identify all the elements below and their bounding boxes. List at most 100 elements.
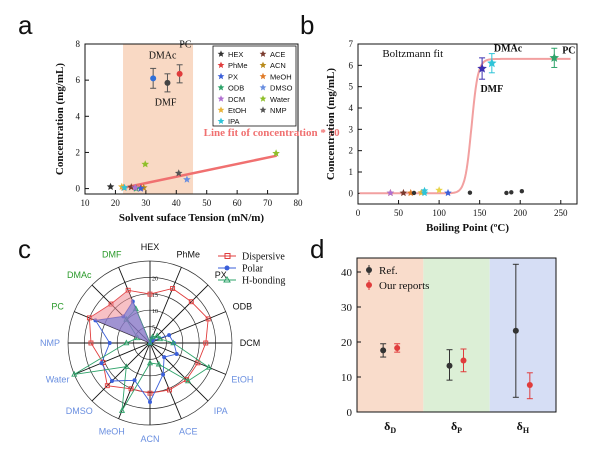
b-point-8 [435, 186, 443, 194]
a-legend-label-dcm: DCM [228, 95, 245, 104]
a-ytick-label-0: 0 [76, 184, 81, 194]
c-point-1-12 [107, 341, 112, 345]
a-legend-marker-dcm [217, 95, 225, 102]
a-legend-marker-water [259, 95, 267, 102]
c-axis-label-dmf: DMF [102, 249, 122, 259]
b-ytick-label-2: 2 [349, 146, 354, 156]
a-point-0 [106, 182, 115, 190]
b-point-10 [467, 190, 473, 195]
b-annotation-dmac: DMAc [494, 43, 523, 54]
c-point-1-11 [99, 361, 104, 366]
c-point-2-8 [146, 359, 154, 366]
b-point-4 [411, 190, 417, 196]
a-legend-marker-phme [217, 61, 225, 69]
a-point-16 [141, 160, 150, 168]
a-legend-label-ace: ACE [270, 50, 285, 59]
b-ytick-label-6: 6 [349, 60, 354, 70]
c-point-0-8 [147, 390, 153, 396]
c-point-2-5 [205, 363, 212, 370]
c-point-0-3 [205, 316, 211, 322]
c-rtick-label-20: 20 [152, 276, 158, 282]
a-legend-box [212, 45, 297, 127]
a-point-11 [174, 169, 183, 177]
a-annotation-pc: PC [179, 40, 192, 51]
c-axis-label-dcm: DCM [240, 338, 261, 348]
c-axis-label-acn: ACN [140, 434, 159, 444]
a-legend-label-odb: ODB [228, 84, 244, 93]
c-axis-label-phme: PhMe [177, 249, 201, 259]
c-point-2-4 [170, 339, 177, 346]
d-legend-label-1: Our reports [379, 280, 429, 292]
c-point-2-9 [118, 407, 126, 413]
a-point-8 [131, 183, 139, 191]
d-point-1-2 [526, 382, 533, 389]
a-point-9 [272, 149, 280, 157]
a-point-7 [183, 175, 191, 183]
c-spoke-ipa [149, 342, 209, 402]
b-point-11 [504, 190, 509, 196]
d-ytick-label-20: 20 [341, 337, 353, 349]
d-category-label-1: δP [451, 419, 462, 435]
c-point-0-7 [167, 387, 172, 393]
d-ytick-label-0: 0 [347, 407, 353, 419]
c-point-0-12 [88, 340, 94, 346]
a-legend-marker-etoh [217, 106, 225, 113]
a-point-1 [127, 183, 136, 191]
a-ytick-label-2: 2 [76, 147, 81, 157]
a-point-13 [150, 75, 157, 82]
a-xtick-label-30: 30 [141, 198, 151, 208]
d-point-1-1 [460, 357, 467, 364]
a-legend-label-phme: PhMe [228, 61, 248, 70]
c-axis-label-water: Water [46, 375, 70, 385]
a-legend-label-dmso: DMSO [270, 84, 293, 93]
panel-letter-c: c [18, 234, 31, 264]
a-legend-label-acn: ACN [270, 61, 286, 70]
c-highlight-polar [95, 301, 150, 343]
a-xtick-label-60: 60 [233, 198, 243, 208]
c-spoke-ace [149, 342, 182, 419]
c-point-0-1 [170, 286, 176, 291]
c-point-2-7 [155, 360, 162, 367]
c-point-0-4 [203, 340, 209, 346]
a-legend-marker-ipa [217, 117, 225, 125]
b-ytick-label-1: 1 [349, 167, 354, 177]
b-plot-frame [357, 43, 578, 205]
a-legend-marker-meoh [259, 72, 267, 80]
d-band-1 [423, 258, 490, 412]
c-axis-label-etoh: EtOH [231, 375, 253, 385]
c-point-0-10 [104, 383, 110, 389]
a-point-4 [136, 184, 145, 192]
c-point-1-7 [161, 372, 166, 377]
b-annotation-dmf: DMF [480, 84, 503, 95]
c-spoke-water [74, 342, 151, 375]
a-annotation-dmf: DMF [155, 97, 177, 108]
b-ytick-label-7: 7 [349, 39, 354, 49]
a-xtick-label-40: 40 [172, 198, 182, 208]
d-point-0-1 [446, 362, 453, 369]
b-xtick-label-150: 150 [473, 208, 487, 218]
a-xtick-label-50: 50 [202, 198, 212, 208]
c-point-0-9 [128, 386, 134, 392]
b-point-1 [386, 188, 395, 197]
b-point-2 [399, 188, 408, 197]
c-rtick-label-15: 15 [152, 293, 158, 299]
c-legend-label-dispersive: Dispersive [242, 252, 285, 263]
c-legend-label-h-bonding: H-bonding [242, 276, 285, 287]
c-legend-marker-polar [224, 265, 230, 271]
a-point-12 [120, 183, 129, 191]
a-xtick-label-10: 10 [81, 198, 91, 208]
c-rtick-label-5: 5 [152, 326, 155, 332]
a-ytick-label-6: 6 [76, 75, 81, 85]
c-legend-marker-dispersive [224, 253, 231, 259]
c-point-1-5 [174, 352, 179, 357]
a-point-15 [176, 70, 183, 77]
c-axis-label-odb: ODB [233, 301, 253, 311]
c-spoke-px [149, 284, 209, 344]
c-point-2-6 [184, 377, 192, 384]
b-xtick-label-200: 200 [513, 208, 527, 218]
b-xtick-label-50: 50 [394, 208, 404, 218]
c-point-0-2 [188, 299, 194, 305]
b-point-12 [509, 190, 514, 195]
a-annotation-fit: Line fit of concentration * 10 [204, 127, 340, 139]
d-point-1-0 [394, 344, 401, 351]
